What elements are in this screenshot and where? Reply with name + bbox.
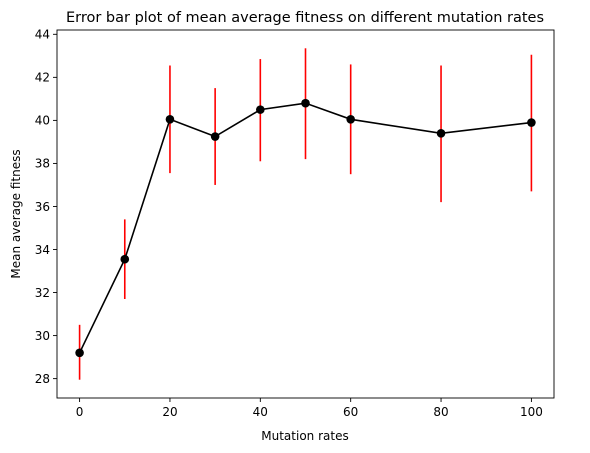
data-point (527, 118, 536, 127)
data-point (436, 128, 446, 138)
x-tick-label: 100 (520, 405, 543, 419)
y-tick-label: 30 (35, 329, 50, 343)
y-tick-label: 28 (35, 372, 50, 386)
data-point (120, 254, 130, 264)
x-tick-label: 0 (76, 405, 84, 419)
y-tick-label: 32 (35, 286, 50, 300)
y-tick-label: 40 (35, 114, 50, 128)
x-tick-label: 80 (433, 405, 448, 419)
data-point (301, 98, 310, 108)
data-point (75, 348, 84, 358)
data-point (210, 132, 220, 141)
axes-frame (56, 29, 555, 399)
y-tick-label: 34 (35, 243, 50, 257)
data-point (256, 105, 265, 114)
x-axis-label: Mutation rates (261, 429, 348, 443)
x-tick-label: 40 (253, 405, 268, 419)
x-tick-label: 60 (343, 405, 358, 419)
x-tick-label: 20 (162, 405, 177, 419)
y-axis-label: Mean average fitness (9, 149, 23, 278)
plot-area (75, 48, 536, 380)
y-tick-label: 36 (35, 200, 50, 214)
chart-title: Error bar plot of mean average fitness o… (66, 10, 544, 26)
x-axis-ticks: 0 20 40 60 80 100 (76, 398, 543, 419)
data-point (165, 115, 175, 124)
data-point (346, 115, 355, 124)
y-tick-label: 38 (35, 157, 50, 171)
y-axis-ticks: 28 30 32 34 36 38 40 42 44 (35, 28, 57, 386)
y-tick-label: 42 (35, 71, 50, 85)
y-tick-label: 44 (35, 28, 50, 42)
